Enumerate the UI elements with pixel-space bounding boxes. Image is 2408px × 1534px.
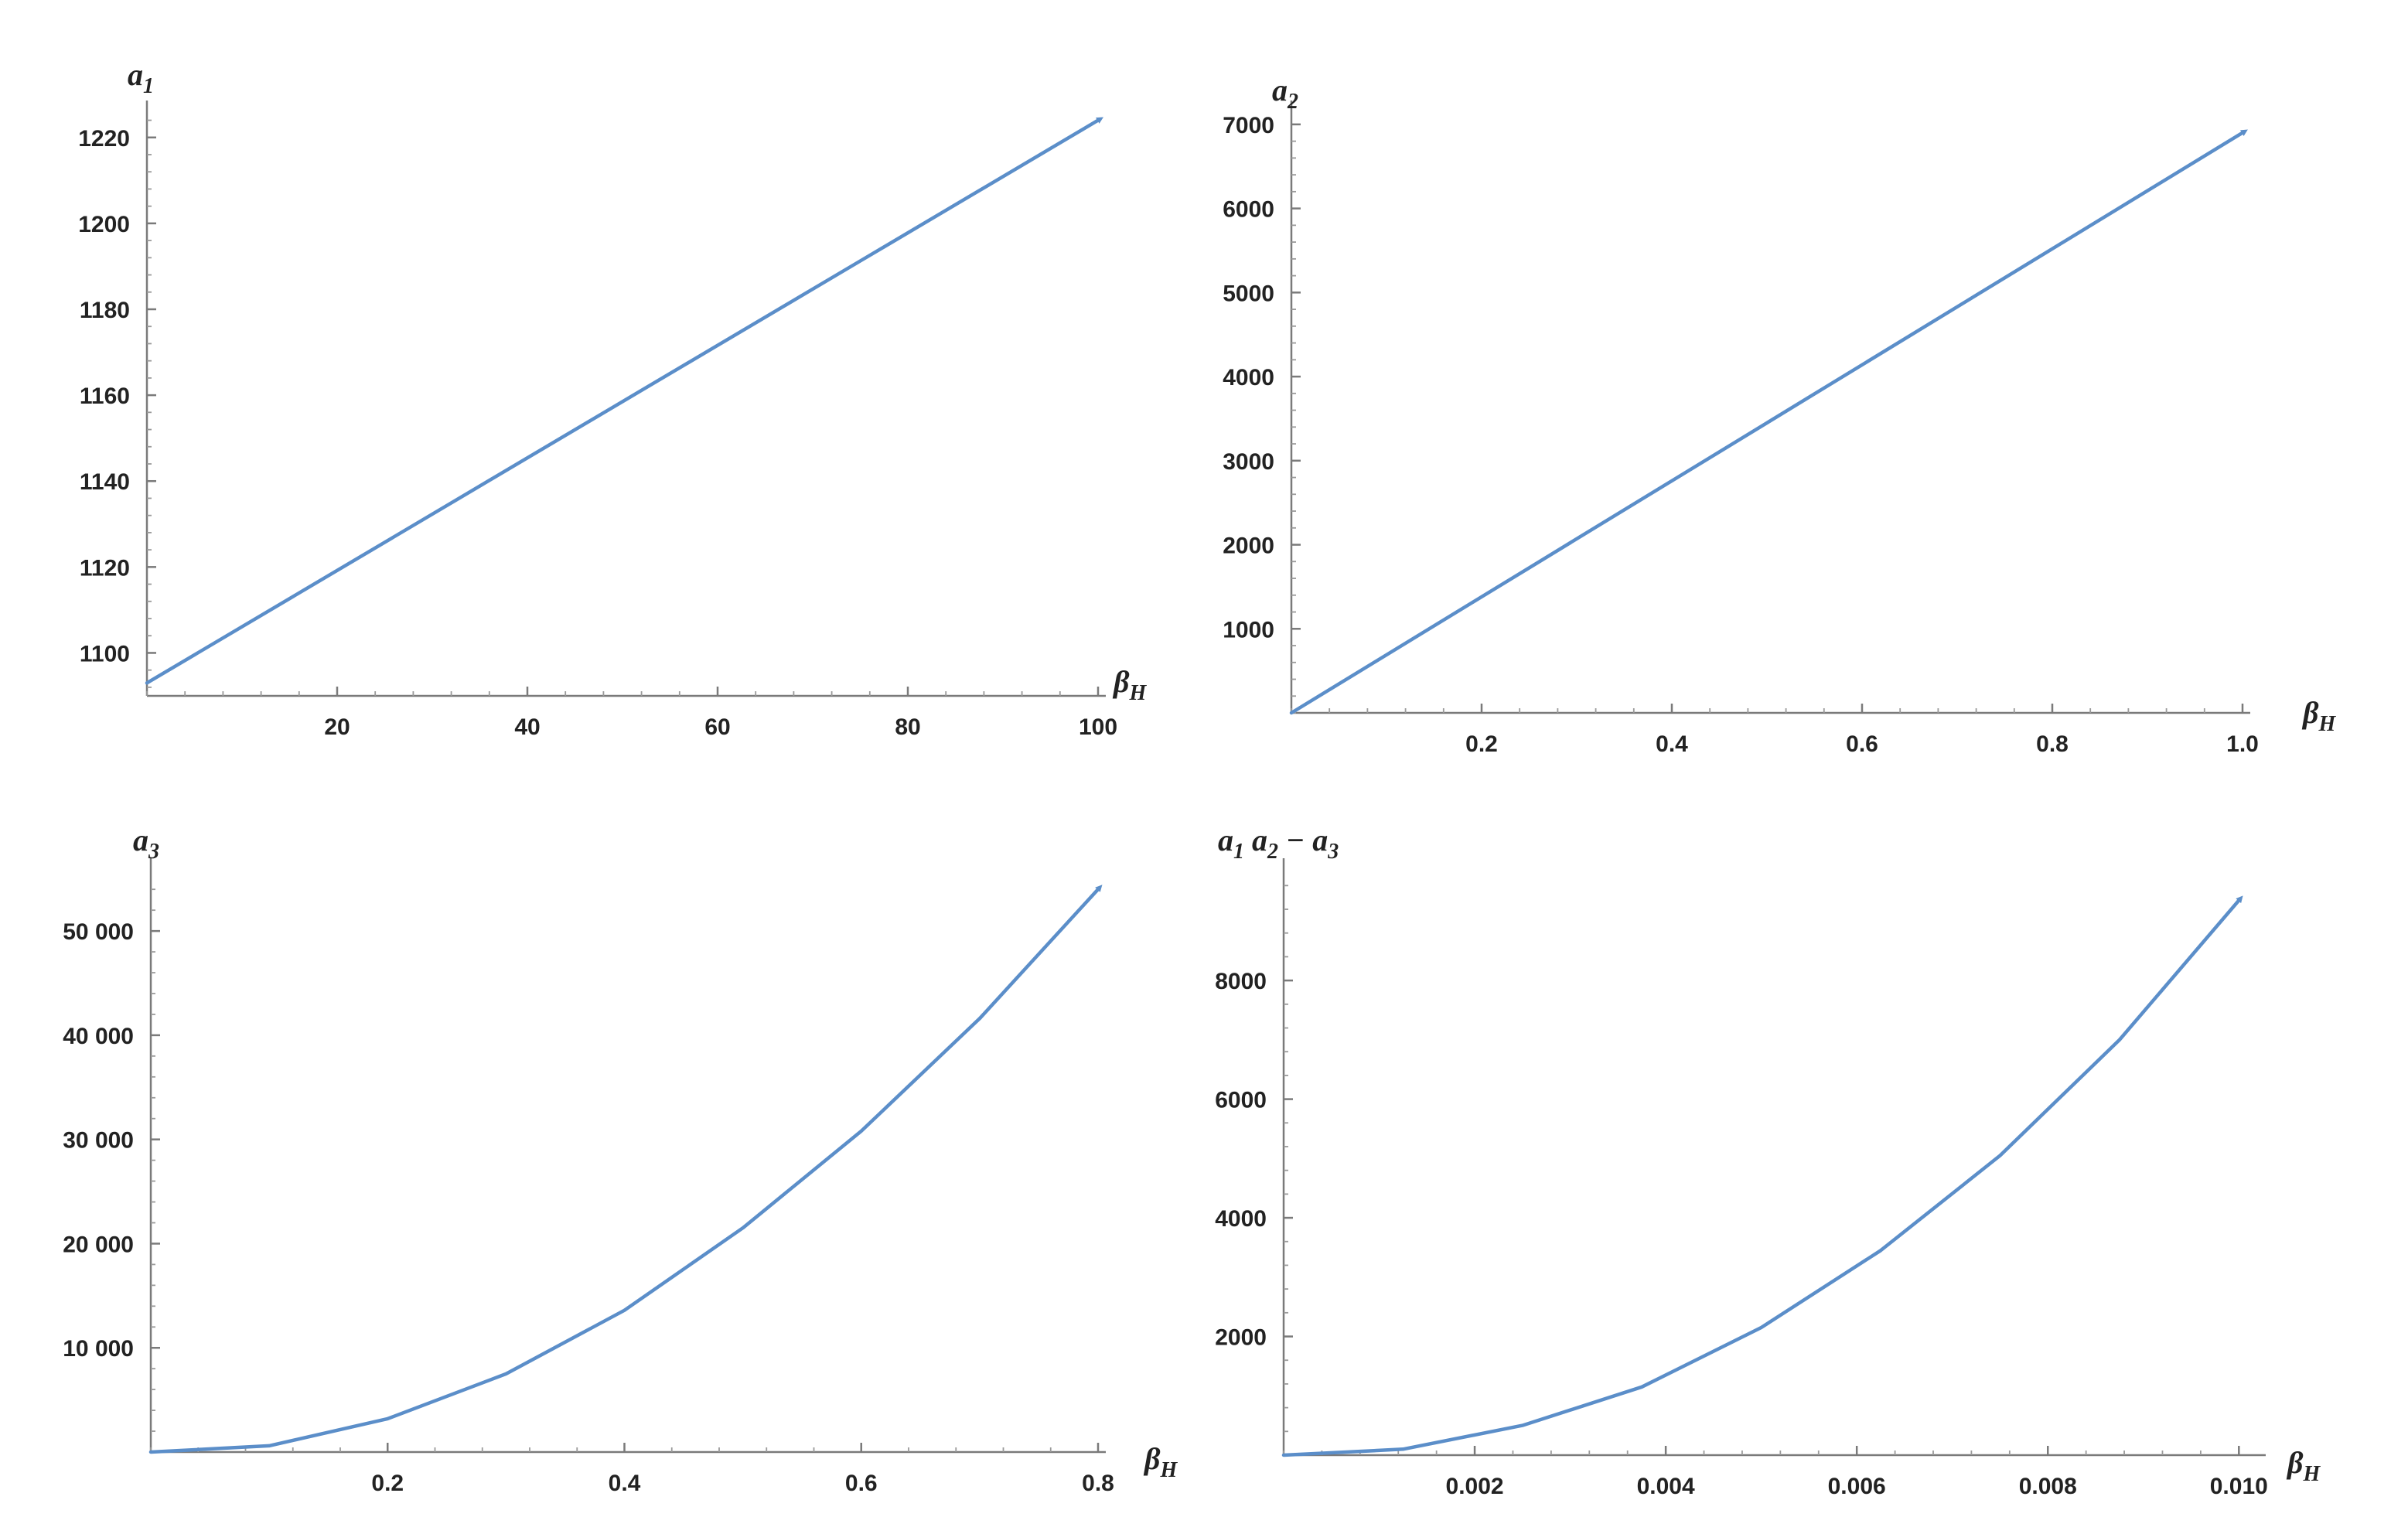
- x-axis-label: βH: [2286, 1445, 2321, 1486]
- y-axis-label: a2: [1272, 73, 1298, 114]
- x-tick-label: 0.004: [1637, 1474, 1695, 1499]
- y-tick-label: 1180: [80, 298, 130, 323]
- x-axis-label: βH: [2301, 695, 2337, 736]
- x-tick-label: 0.008: [2019, 1474, 2077, 1499]
- chart-panel-a3: 0.2 0.4 0.6 0.8 10 000 20 000 30 000 40 000 50 0…: [63, 823, 1178, 1496]
- y-tick-label: 1160: [80, 384, 130, 409]
- chart-panel-a2: 0.2 0.4 0.6 0.8 1.0 1000 2000 3000 4000 5000 6000 7…: [1223, 73, 2336, 757]
- x-tick-label: 0.8: [1082, 1471, 1114, 1496]
- y-tick-label: 6000: [1223, 197, 1274, 223]
- x-tick-label: 60: [704, 714, 730, 740]
- y-tick-label: 1120: [80, 555, 130, 581]
- y-tick-label: 50 000: [63, 919, 134, 945]
- y-axis-label: a1: [128, 57, 154, 98]
- x-tick-label: 0.6: [1846, 731, 1878, 757]
- x-tick-label: 0.006: [1828, 1474, 1886, 1499]
- x-tick-label: 40: [514, 714, 540, 740]
- y-tick-label: 1100: [80, 641, 130, 666]
- y-tick-label: 5000: [1223, 281, 1274, 306]
- x-tick-label: 1.0: [2226, 731, 2259, 757]
- x-tick-label: 0.4: [609, 1471, 641, 1496]
- x-tick-label: 20: [324, 714, 350, 740]
- x-tick-label: 0.4: [1656, 731, 1688, 757]
- series-line: [148, 885, 1103, 1454]
- series-line: [1281, 895, 2243, 1457]
- x-tick-label: 0.002: [1446, 1474, 1504, 1499]
- y-tick-label: 20 000: [63, 1232, 134, 1257]
- y-tick-label: 30 000: [63, 1128, 134, 1154]
- y-tick-label: 3000: [1223, 449, 1274, 475]
- x-tick-label: 0.010: [2210, 1474, 2268, 1499]
- x-tick-label: 80: [895, 714, 920, 740]
- y-tick-label: 6000: [1215, 1088, 1267, 1113]
- y-tick-label: 10 000: [63, 1336, 134, 1362]
- x-tick-label: 0.6: [845, 1471, 878, 1496]
- series-line: [1289, 129, 2248, 715]
- x-tick-label: 100: [1079, 714, 1117, 740]
- series-line: [145, 117, 1103, 685]
- y-axis-label: a3: [133, 823, 159, 864]
- y-tick-label: 4000: [1215, 1206, 1267, 1232]
- y-tick-label: 1220: [78, 126, 130, 152]
- x-tick-label: 0.2: [1465, 731, 1498, 757]
- y-tick-label: 2000: [1223, 533, 1274, 559]
- y-tick-label: 40 000: [63, 1024, 134, 1049]
- x-tick-label: 0.8: [2036, 731, 2069, 757]
- chart-panel-hurwitz: 0.002 0.004 0.006 0.008 0.010 2000 4000 6000 800…: [1215, 823, 2321, 1499]
- y-tick-label: 1200: [78, 212, 130, 237]
- y-tick-label: 7000: [1223, 113, 1274, 138]
- x-tick-label: 0.2: [371, 1471, 404, 1496]
- y-tick-label: 8000: [1215, 969, 1267, 994]
- y-tick-label: 2000: [1215, 1325, 1267, 1351]
- y-axis-label: a1 a2 − a3: [1218, 823, 1339, 864]
- y-tick-label: 4000: [1223, 365, 1274, 390]
- chart-panel-a1: 20 40 60 80 100 1100 1120 1140 1160 1180 1200 1220 a…: [78, 57, 1147, 740]
- x-axis-label: βH: [1112, 664, 1148, 705]
- x-axis-label: βH: [1143, 1441, 1178, 1482]
- y-tick-label: 1140: [80, 469, 130, 495]
- y-tick-label: 1000: [1223, 617, 1274, 643]
